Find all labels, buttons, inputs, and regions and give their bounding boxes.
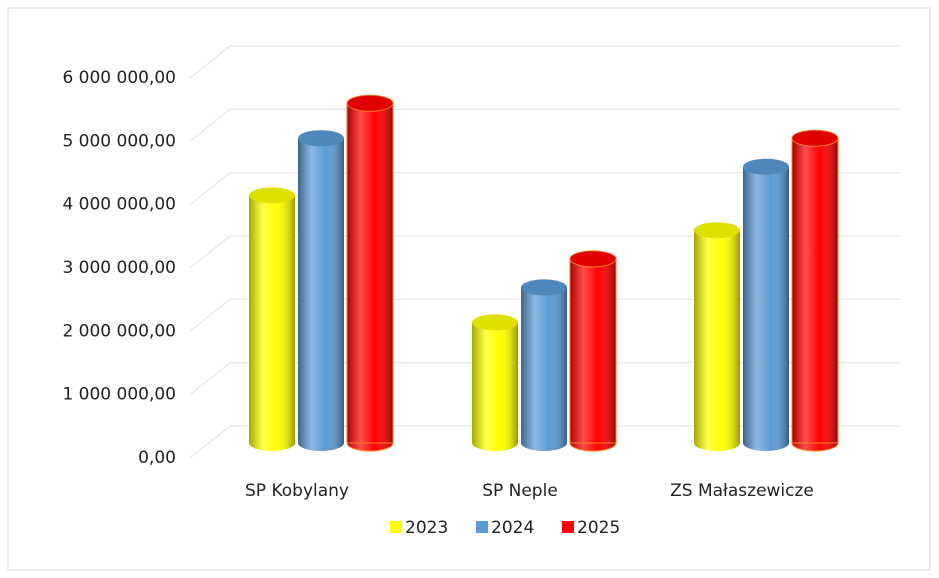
cylinder-top-shade xyxy=(743,158,789,175)
y-tick-label: 3 000 000,00 xyxy=(62,258,176,278)
legend-label: 2024 xyxy=(491,518,534,538)
legend-swatch xyxy=(390,521,402,533)
grid-line xyxy=(189,425,900,459)
cylinder-body-shade xyxy=(569,258,617,444)
cylinder-bar xyxy=(298,130,344,451)
cylinder-bar xyxy=(694,222,740,451)
cylinder-body-shade xyxy=(743,166,789,443)
legend-swatch xyxy=(562,521,574,533)
x-tick-label: ZS Małaszewicze xyxy=(670,481,814,501)
cylinder-body-shade xyxy=(694,230,740,443)
cylinder-top xyxy=(569,250,617,268)
cylinder-bar xyxy=(249,187,295,451)
cylinder-bar xyxy=(521,279,567,451)
cylinder-bar xyxy=(743,158,789,451)
cylinder-body-shade xyxy=(346,102,394,444)
cylinder-top-shade xyxy=(249,187,295,204)
cylinder-top-shade xyxy=(792,130,838,147)
cylinder-top xyxy=(791,129,839,147)
cylinder-top-shade xyxy=(472,314,518,331)
cylinder-body-shade xyxy=(472,322,518,443)
cylinder-top-shade xyxy=(298,130,344,147)
cylinder-bar xyxy=(791,129,839,452)
cylinder-top xyxy=(298,130,344,147)
cylinder-bar xyxy=(346,94,394,452)
cylinder-body-shade xyxy=(298,138,344,443)
cylinder-top xyxy=(694,222,740,239)
cylinder-body-shade xyxy=(249,195,295,443)
cylinder-top xyxy=(346,94,394,112)
grid-line xyxy=(189,362,900,396)
x-tick-label: SP Kobylany xyxy=(245,481,349,501)
grid-line xyxy=(189,235,900,269)
cylinder-top-shade xyxy=(347,95,393,112)
legend-label: 2025 xyxy=(577,518,620,538)
cylinder-top-shade xyxy=(570,250,616,267)
y-tick-label: 6 000 000,00 xyxy=(62,68,176,88)
cylinder-bar xyxy=(472,314,518,451)
cylinder-top xyxy=(249,187,295,204)
y-tick-label: 4 000 000,00 xyxy=(62,195,176,215)
grid-line xyxy=(189,45,900,79)
cylinder-bar xyxy=(569,250,617,452)
cylinder-body-shade xyxy=(791,137,839,444)
grid-line xyxy=(189,298,900,332)
y-tick-label: 1 000 000,00 xyxy=(62,385,176,405)
grid-line xyxy=(189,108,900,142)
cylinder-top-shade xyxy=(694,222,740,239)
legend-swatch xyxy=(476,521,488,533)
cylinder-body-shade xyxy=(521,287,567,443)
cylinder-top-shade xyxy=(521,279,567,296)
y-tick-label: 2 000 000,00 xyxy=(62,321,176,341)
y-tick-label: 5 000 000,00 xyxy=(62,131,176,151)
x-tick-label: SP Neple xyxy=(482,481,558,501)
cylinder-top xyxy=(521,279,567,296)
grid-line xyxy=(189,172,900,206)
cylinder-top xyxy=(472,314,518,331)
legend-label: 2023 xyxy=(405,518,448,538)
y-tick-label: 0,00 xyxy=(138,448,176,468)
cylinder-top xyxy=(743,158,789,175)
